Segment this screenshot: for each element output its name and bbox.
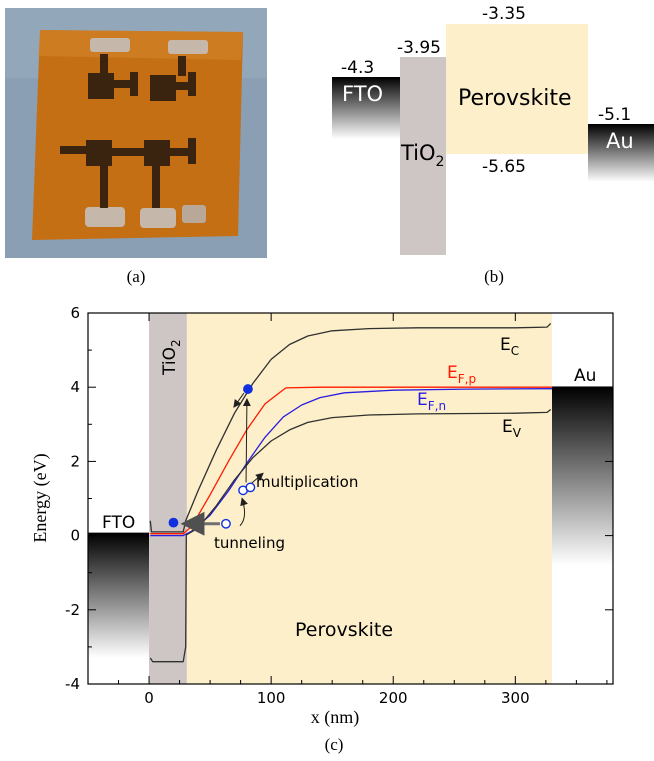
electron-dot — [168, 517, 179, 528]
contact-pad — [182, 205, 206, 223]
multiplication-arrow — [242, 398, 251, 483]
au-label: Au — [606, 129, 634, 153]
electrodes — [60, 54, 196, 208]
carriers — [168, 384, 256, 529]
fto-block — [332, 77, 402, 139]
x-tick-label: 100 — [257, 689, 286, 707]
tio2-block — [400, 57, 446, 255]
caption-b: (b) — [484, 267, 504, 286]
y-tick-label: 0 — [70, 527, 80, 545]
fto-level: -4.3 — [341, 58, 374, 78]
perovskite-bottom-level: -5.65 — [482, 157, 526, 177]
x-tick-label: 200 — [379, 689, 408, 707]
y-tick-label: 4 — [70, 378, 80, 396]
axis-ticks: 0 100 200 300 -4 -2 0 2 4 6 — [65, 304, 613, 707]
curve-ev — [149, 408, 552, 663]
perovskite-block — [446, 24, 588, 154]
au-block — [588, 124, 654, 182]
perovskite-label-c: Perovskite — [295, 619, 393, 641]
y-tick-label: -4 — [65, 675, 80, 693]
tio2-label-c: TiO2 — [160, 339, 183, 376]
fto-region — [88, 532, 150, 659]
contact-pad — [140, 208, 176, 228]
electron-dot — [243, 384, 253, 394]
electron-drift-arrow — [233, 392, 245, 408]
panel-b-diagram: -4.3 FTO -3.95 TiO2 -3.35 Perovskite -5.… — [332, 4, 654, 255]
contact-pad — [90, 38, 130, 52]
y-tick-label: -2 — [65, 601, 80, 619]
au-region — [551, 386, 613, 566]
fto-label: FTO — [342, 82, 383, 106]
tio2-label: TiO2 — [400, 141, 444, 170]
multiplication-label: multiplication — [256, 473, 358, 491]
substrate — [32, 30, 243, 240]
au-label-c: Au — [574, 366, 596, 386]
efp-label: EF,p — [447, 363, 476, 386]
panel-c-plot: 0 100 200 300 -4 -2 0 2 4 6 FTO Au Perovskite TiO… — [30, 304, 614, 728]
tunneling-label: tunneling — [214, 534, 285, 552]
y-axis-label: Energy (eV) — [30, 453, 51, 542]
y-tick-label: 2 — [70, 452, 80, 470]
tio2-region — [149, 313, 187, 684]
perovskite-label: Perovskite — [458, 86, 572, 111]
caption-c: (c) — [325, 735, 344, 754]
au-level: -5.1 — [598, 105, 631, 125]
x-tick-label: 0 — [144, 689, 154, 707]
hole-path-arrow — [239, 497, 248, 527]
fto-label-c: FTO — [102, 513, 135, 533]
contact-pad — [85, 207, 125, 227]
contact-pad — [168, 40, 208, 54]
hole-dot — [221, 518, 231, 529]
efn-label: EF,n — [417, 390, 446, 413]
ev-label: EV — [502, 417, 522, 440]
x-axis-label: x (nm) — [311, 707, 360, 728]
panel-a-photo — [5, 8, 267, 258]
tio2-level: -3.95 — [397, 38, 441, 58]
ec-label: EC — [500, 335, 519, 358]
x-tick-label: 300 — [501, 689, 530, 707]
caption-a: (a) — [127, 267, 146, 286]
y-tick-label: 6 — [70, 304, 80, 322]
hole-dot — [245, 482, 256, 493]
perovskite-top-level: -3.35 — [482, 4, 526, 24]
